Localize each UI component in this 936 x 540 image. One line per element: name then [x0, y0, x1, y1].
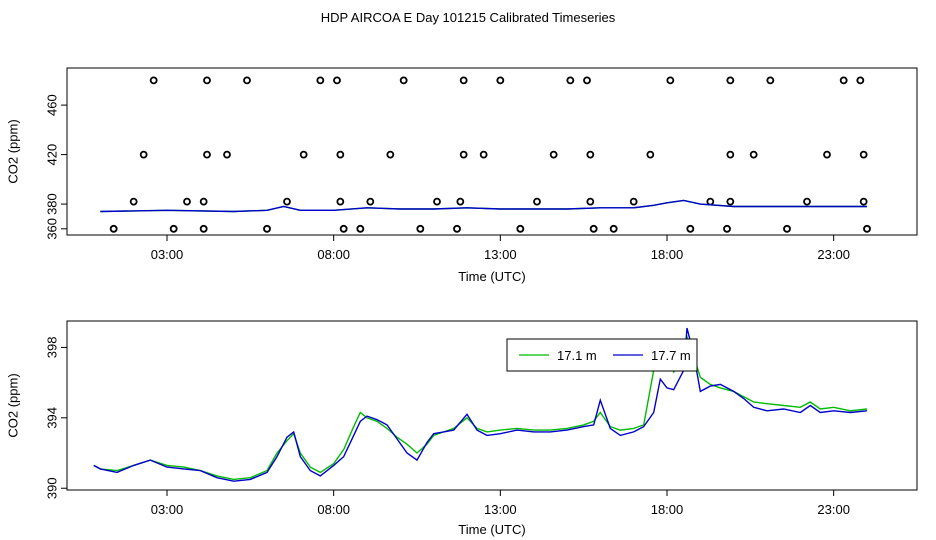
data-point [356, 224, 365, 233]
legend-label-17-7m: 17.7 m [651, 348, 691, 363]
bottom-plot-frame [66, 320, 918, 491]
data-point [726, 150, 735, 159]
data-point [726, 76, 735, 85]
data-point [336, 197, 345, 206]
x-tick-label: 18:00 [651, 247, 684, 262]
data-point [333, 76, 341, 85]
data-point [583, 76, 591, 85]
data-point [459, 150, 468, 159]
data-point [453, 224, 461, 233]
bottom-y-axis: 390 394 398 [44, 337, 67, 499]
x-tick-label: 13:00 [484, 502, 517, 517]
data-point [299, 150, 308, 159]
data-point [203, 150, 211, 159]
data-point [706, 197, 715, 206]
data-point [479, 150, 488, 159]
data-point [726, 197, 735, 206]
data-point [139, 150, 148, 159]
x-tick-label: 13:00 [484, 247, 517, 262]
x-tick-label: 18:00 [651, 502, 684, 517]
data-point [586, 150, 595, 159]
top-plot-frame [66, 67, 918, 236]
data-point [456, 197, 465, 206]
data-point [459, 76, 468, 85]
y-tick-label: 398 [44, 337, 59, 359]
data-point [666, 76, 675, 85]
bottom-x-axis: 03:00 08:00 13:00 18:00 23:00 [151, 490, 850, 517]
data-point [263, 224, 271, 233]
data-point [199, 197, 208, 206]
bottom-x-axis-label: Time (UTC) [458, 522, 525, 537]
y-tick-label: 390 [44, 477, 59, 499]
series-line-0 [93, 334, 868, 481]
data-point [863, 224, 871, 233]
data-point [646, 150, 655, 159]
top-series [100, 76, 871, 233]
bottom-panel: 03:00 08:00 13:00 18:00 23:00 390 394 398 Time… [5, 320, 918, 537]
x-tick-label: 08:00 [317, 502, 350, 517]
x-tick-label: 03:00 [151, 502, 184, 517]
data-point [243, 76, 251, 85]
data-point [839, 76, 848, 85]
data-point [183, 197, 191, 206]
data-point [723, 224, 731, 233]
data-point [109, 224, 118, 233]
y-tick-label: 460 [44, 94, 59, 116]
bottom-y-axis-label: CO2 (ppm) [5, 373, 20, 437]
data-point [496, 76, 505, 85]
data-point [859, 197, 868, 206]
y-tick-label: 420 [44, 144, 59, 166]
data-point [766, 76, 775, 85]
series-line-2 [100, 199, 867, 213]
top-y-axis: 360 380 420 460 [44, 94, 67, 240]
x-tick-label: 23:00 [817, 502, 850, 517]
data-point [223, 150, 231, 159]
data-point [533, 197, 541, 206]
data-point [856, 76, 865, 85]
data-point [339, 224, 348, 233]
data-point [283, 197, 291, 206]
data-point [366, 197, 375, 206]
legend: 17.1 m 17.7 m [506, 338, 698, 372]
top-panel: 03:00 08:00 13:00 18:00 23:00 360 380 420 460 T… [5, 67, 918, 284]
data-point [686, 224, 695, 233]
y-tick-label: 394 [44, 407, 59, 429]
data-point [549, 150, 558, 159]
data-point [629, 197, 638, 206]
data-point [386, 150, 395, 159]
data-point [169, 224, 178, 233]
top-y-axis-label: CO2 (ppm) [5, 119, 20, 183]
y-tick-label: 360 [44, 218, 59, 240]
data-point [149, 76, 158, 85]
data-point [203, 76, 211, 85]
data-point [803, 197, 811, 206]
top-x-axis: 03:00 08:00 13:00 18:00 23:00 [151, 235, 850, 262]
bottom-series [93, 327, 868, 482]
data-point [749, 150, 758, 159]
data-point [586, 197, 595, 206]
series-line-1 [93, 327, 868, 482]
data-point [316, 76, 325, 85]
y-tick-label: 380 [44, 193, 59, 215]
data-point [823, 150, 831, 159]
data-point [566, 76, 575, 85]
data-point [199, 224, 208, 233]
x-tick-label: 08:00 [317, 247, 350, 262]
data-point [589, 224, 598, 233]
data-point [783, 224, 791, 233]
data-point [859, 150, 868, 159]
data-point [433, 197, 441, 206]
data-point [399, 76, 408, 85]
legend-label-17-1m: 17.1 m [557, 348, 597, 363]
x-tick-label: 23:00 [817, 247, 850, 262]
data-point [516, 224, 525, 233]
data-point [129, 197, 138, 206]
data-point [609, 224, 618, 233]
x-tick-label: 03:00 [151, 247, 184, 262]
data-point [416, 224, 425, 233]
top-x-axis-label: Time (UTC) [458, 269, 525, 284]
data-point [336, 150, 345, 159]
chart-title: HDP AIRCOA E Day 101215 Calibrated Times… [321, 10, 616, 25]
